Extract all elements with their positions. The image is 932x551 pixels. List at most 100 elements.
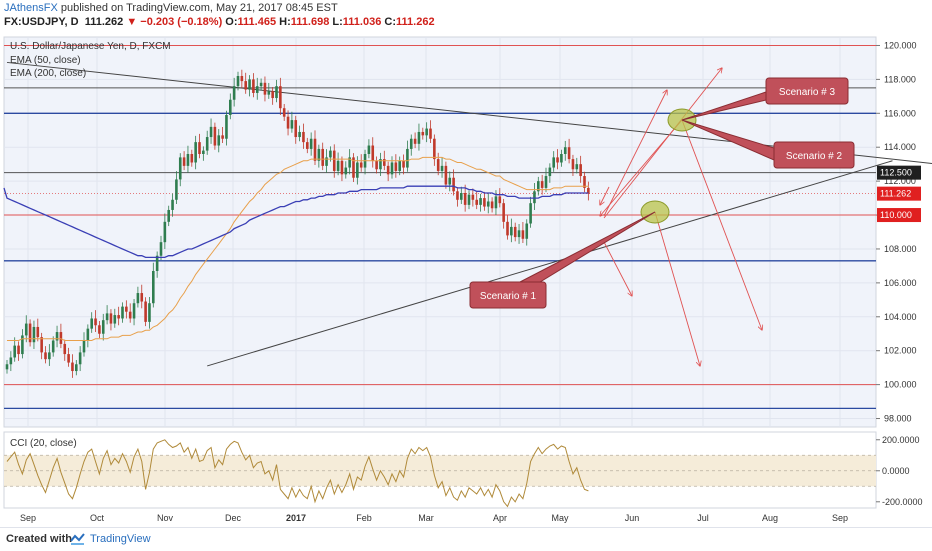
candle-body bbox=[359, 162, 363, 168]
tradingview-brand-link[interactable]: TradingView bbox=[90, 533, 151, 545]
candle-body bbox=[48, 352, 51, 360]
time-axis[interactable]: Sep Oct Nov Dec 2017 Feb Mar Apr May Jun Jul Aug Sep bbox=[20, 513, 848, 523]
candle-body bbox=[398, 160, 401, 171]
candle-body bbox=[275, 86, 278, 99]
callout-label[interactable]: Scenario # 2 bbox=[786, 151, 843, 162]
candle-body bbox=[225, 115, 228, 139]
candle-body bbox=[171, 199, 174, 210]
price-pane[interactable] bbox=[3, 36, 877, 428]
callout-box[interactable] bbox=[773, 141, 855, 169]
candle-body bbox=[90, 318, 93, 329]
price-tag bbox=[877, 165, 921, 180]
cci-tick-label: 200.0000 bbox=[882, 435, 920, 445]
candle-body bbox=[475, 199, 478, 205]
candle-body bbox=[344, 167, 348, 175]
candle-body bbox=[298, 131, 301, 138]
candle-body bbox=[128, 311, 132, 319]
price-tick-label: 120.000 bbox=[884, 40, 917, 50]
chart-area[interactable]: Scenario # 1 Scenario # 2 Scenario # 3 U.S… bbox=[0, 30, 932, 527]
price-tick-label: 116.000 bbox=[884, 108, 916, 118]
candle-body bbox=[240, 76, 244, 82]
price-tick-label: 100.000 bbox=[884, 380, 917, 390]
candle-body bbox=[94, 318, 97, 326]
scenario-arrow[interactable] bbox=[600, 119, 683, 216]
candle-body bbox=[213, 126, 217, 146]
scenario-arrows[interactable] bbox=[600, 68, 762, 366]
time-tick-label: Aug bbox=[762, 513, 778, 523]
candle-body bbox=[252, 79, 255, 93]
candle-body bbox=[182, 157, 186, 166]
low-label: L: bbox=[332, 16, 343, 28]
candle-body bbox=[313, 138, 317, 161]
price-axis[interactable]: 120.000 118.000 116.000 114.000 112.000 110.0… bbox=[876, 40, 917, 424]
candle-body bbox=[205, 137, 209, 151]
candle-body bbox=[159, 242, 163, 256]
candle-body bbox=[394, 162, 398, 171]
cci-axis[interactable]: 200.0000 0.0000 -200.0000 bbox=[876, 435, 923, 507]
candle-body bbox=[548, 167, 552, 177]
callout-box[interactable] bbox=[765, 77, 849, 105]
publisher-name[interactable]: JAthensFX bbox=[4, 2, 58, 14]
scenario-arrow[interactable] bbox=[600, 186, 610, 205]
candle-body bbox=[332, 150, 336, 171]
scenario-arrow[interactable] bbox=[603, 68, 722, 219]
scenario-arrow[interactable] bbox=[681, 119, 762, 330]
candle-body bbox=[236, 76, 240, 87]
price-tag-label: 112.500 bbox=[880, 168, 912, 178]
candle-body bbox=[575, 164, 579, 170]
time-tick-label: Oct bbox=[90, 513, 105, 523]
scenario-arrow[interactable] bbox=[603, 241, 632, 296]
candle-body bbox=[563, 147, 567, 154]
candle-body bbox=[471, 194, 475, 200]
cci-line bbox=[6, 439, 589, 508]
candle-body bbox=[148, 303, 151, 322]
candle-body bbox=[244, 81, 247, 90]
candle-body bbox=[452, 177, 455, 192]
close-value: 111.262 bbox=[396, 16, 435, 28]
candle-body bbox=[321, 148, 324, 166]
candle-body bbox=[390, 162, 394, 175]
candle-body bbox=[444, 165, 448, 185]
cci-band bbox=[4, 455, 876, 487]
candle-body bbox=[101, 320, 105, 334]
publish-info: JAthensFX published on TradingView.com, … bbox=[4, 2, 338, 14]
candle-body bbox=[109, 313, 113, 324]
time-tick-label: Jul bbox=[697, 513, 709, 523]
candle-body bbox=[525, 223, 529, 239]
scenario-arrow[interactable] bbox=[654, 211, 700, 366]
candle-body bbox=[429, 128, 432, 139]
price-tags: 112.500 111.262 110.000 bbox=[877, 165, 921, 223]
candle-body bbox=[51, 340, 55, 353]
candle-body bbox=[567, 147, 571, 160]
candle-body bbox=[71, 362, 74, 372]
price-tick-label: 108.000 bbox=[884, 244, 917, 254]
candle-body bbox=[21, 335, 24, 355]
candle-body bbox=[406, 148, 409, 168]
trendline[interactable] bbox=[207, 160, 893, 367]
time-tick-label: Dec bbox=[225, 513, 242, 523]
candle-body bbox=[309, 138, 313, 149]
callout-box[interactable] bbox=[469, 281, 547, 309]
time-tick-label: May bbox=[551, 513, 569, 523]
time-tick-label: Mar bbox=[418, 513, 434, 523]
candle-body bbox=[286, 116, 290, 129]
candle-body bbox=[113, 315, 117, 324]
callout-label[interactable]: Scenario # 3 bbox=[779, 87, 836, 98]
candle-body bbox=[587, 187, 590, 194]
candle-body bbox=[510, 226, 513, 236]
candle-body bbox=[294, 120, 298, 138]
candle-body bbox=[9, 357, 13, 365]
candle-body bbox=[255, 86, 259, 93]
candle-body bbox=[498, 196, 502, 204]
horizontal-levels[interactable] bbox=[4, 44, 876, 409]
candle-body bbox=[98, 325, 101, 334]
last-price: 111.262 bbox=[84, 16, 124, 28]
candle-body bbox=[306, 142, 309, 149]
time-tick-label: Nov bbox=[157, 513, 174, 523]
callout-label[interactable]: Scenario # 1 bbox=[480, 291, 537, 302]
cci-tick-label: 0.0000 bbox=[882, 466, 910, 476]
scenario-callouts[interactable]: Scenario # 1 Scenario # 2 Scenario # 3 bbox=[469, 77, 855, 309]
scenario-arrow[interactable] bbox=[603, 90, 667, 217]
tradingview-logo-icon[interactable] bbox=[70, 533, 86, 545]
candle-body bbox=[460, 193, 463, 200]
